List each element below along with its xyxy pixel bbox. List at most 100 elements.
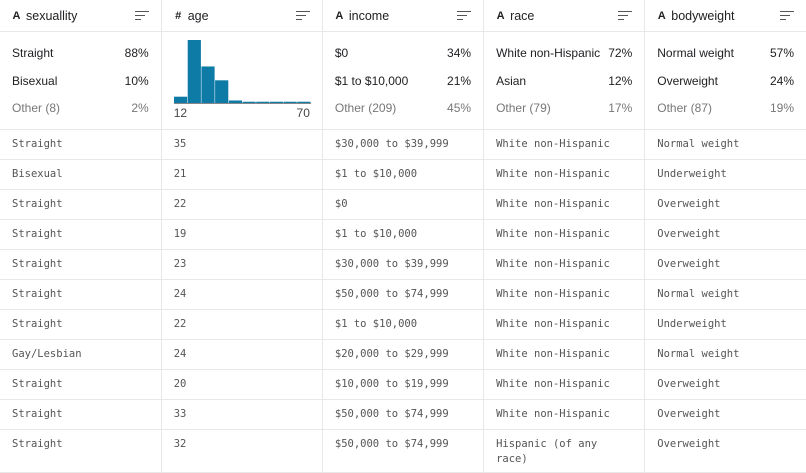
cell-value[interactable]: Normal weight [657,348,740,360]
histogram-bar[interactable] [296,101,311,103]
cell-value[interactable]: 20 [173,378,187,390]
cell-value[interactable]: $30,000 to $39,999 [334,138,449,150]
cell-value[interactable]: 22 [173,318,187,330]
table-row[interactable]: Straight 32 $50,000 to $74,999 Hispanic (of… [0,429,806,473]
histogram-bar[interactable] [269,101,283,103]
cell-value[interactable]: White non-Hispanic [496,288,610,300]
cell-value[interactable]: Straight [12,258,63,270]
histogram-bar[interactable] [255,101,270,103]
cell-value[interactable]: 22 [173,198,187,210]
sort-icon[interactable] [618,10,633,21]
cell-value[interactable]: $10,000 to $19,999 [334,378,449,390]
cell-value[interactable]: White non-Hispanic [496,138,610,150]
cell-value[interactable]: 32 [173,438,187,450]
table-row[interactable]: Straight 19 $1 to $10,000 White non-Hispani… [0,219,806,250]
cell-value[interactable]: $50,000 to $74,999 [334,408,449,420]
table-row[interactable]: Straight 23 $30,000 to $39,999 White non-Hi… [0,249,806,280]
cell-value[interactable]: $50,000 to $74,999 [334,438,449,450]
cell-value[interactable]: 24 [173,348,187,360]
table-row[interactable]: Straight 20 $10,000 to $19,999 White non-Hi… [0,369,806,400]
cell-value[interactable]: $50,000 to $74,999 [334,288,449,300]
summary-value[interactable]: Straight 88% [12,46,149,74]
histogram-bar[interactable] [201,66,215,103]
histogram-bar[interactable] [187,40,201,103]
cell-value[interactable]: Overweight [657,378,721,390]
sort-icon[interactable] [780,10,794,21]
cell-value[interactable]: 24 [173,288,187,300]
table-row[interactable]: Straight 24 $50,000 to $74,999 White non-Hi… [0,279,806,310]
cell-value[interactable]: $30,000 to $39,999 [334,258,449,270]
cell-value[interactable]: Overweight [657,408,721,420]
histogram-bar[interactable] [283,101,297,103]
cell-value[interactable]: Normal weight [657,288,740,300]
summary-value[interactable]: $1 to $10,000 21% [335,74,471,102]
cell-value[interactable]: Gay/Lesbian [12,348,82,360]
cell-value[interactable]: 23 [173,258,187,270]
histogram-bar[interactable] [242,101,256,103]
cell-value[interactable]: White non-Hispanic [496,258,610,270]
summary-value[interactable]: Normal weight 57% [657,46,794,74]
cell-value[interactable]: Normal weight [657,138,740,150]
cell-value[interactable]: Hispanic (of any race) [496,438,598,465]
summary-value[interactable]: Asian 12% [496,74,632,102]
cell-value[interactable]: Straight [12,438,63,450]
cell-age: 23 [161,249,323,280]
cell-value[interactable]: Overweight [657,228,721,240]
cell-value[interactable]: White non-Hispanic [496,348,610,360]
histogram-bar[interactable] [173,96,187,103]
cell-value[interactable]: Straight [12,198,63,210]
cell-value[interactable]: $1 to $10,000 [334,228,418,240]
cell-value[interactable]: Straight [12,228,63,240]
cell-value[interactable]: 35 [173,138,187,150]
sort-icon[interactable] [457,10,472,21]
cell-value[interactable]: White non-Hispanic [496,168,610,180]
summary-value[interactable]: Other (79) 17% [496,101,632,129]
table-row[interactable]: Straight 22 $0 White non-Hispanic Overweight [0,189,806,220]
table-row[interactable]: Gay/Lesbian 24 $20,000 to $29,999 White non… [0,339,806,370]
histogram-bar[interactable] [214,80,228,103]
table-row[interactable]: Straight 35 $30,000 to $39,999 White non-Hi… [0,129,806,160]
summary-value[interactable]: White non-Hispanic 72% [496,46,632,74]
cell-value[interactable]: Overweight [657,258,721,270]
column-header-age[interactable]: # age [161,0,323,32]
table-row[interactable]: Straight 33 $50,000 to $74,999 White non-Hi… [0,399,806,430]
sort-icon[interactable] [134,10,149,21]
sort-icon[interactable] [295,10,310,21]
histogram-bar[interactable] [228,100,242,103]
cell-value[interactable]: Bisexual [12,168,63,180]
cell-value[interactable]: Straight [12,318,63,330]
summary-value[interactable]: Other (8) 2% [12,101,149,129]
cell-value[interactable]: $20,000 to $29,999 [334,348,449,360]
cell-value[interactable]: Overweight [657,198,721,210]
cell-value[interactable]: Underweight [657,318,727,330]
summary-value[interactable]: $0 34% [335,46,471,74]
summary-value[interactable]: Bisexual 10% [12,74,149,102]
cell-value[interactable]: White non-Hispanic [496,198,610,210]
cell-value[interactable]: White non-Hispanic [496,378,610,390]
cell-value[interactable]: $1 to $10,000 [334,168,418,180]
cell-value[interactable]: White non-Hispanic [496,408,610,420]
cell-value[interactable]: 21 [173,168,187,180]
summary-value[interactable]: Other (87) 19% [657,101,794,129]
cell-value[interactable]: Underweight [657,168,727,180]
table-row[interactable]: Straight 22 $1 to $10,000 White non-Hispani… [0,309,806,340]
cell-value[interactable]: Straight [12,408,63,420]
summary-value[interactable]: Other (209) 45% [335,101,471,129]
cell-income: $50,000 to $74,999 [322,279,485,310]
cell-value[interactable]: Straight [12,378,63,390]
cell-value[interactable]: 33 [173,408,187,420]
cell-value[interactable]: Straight [12,138,63,150]
cell-value[interactable]: $1 to $10,000 [334,318,418,330]
summary-value[interactable]: Overweight 24% [657,74,794,102]
cell-value[interactable]: 19 [173,228,187,240]
cell-value[interactable]: White non-Hispanic [496,228,610,240]
cell-value[interactable]: White non-Hispanic [496,318,610,330]
table-row[interactable]: Bisexual 21 $1 to $10,000 White non-Hispani… [0,159,806,190]
cell-value[interactable]: Overweight [657,438,721,450]
cell-value[interactable]: Straight [12,288,63,300]
cell-value[interactable]: $0 [334,198,348,210]
